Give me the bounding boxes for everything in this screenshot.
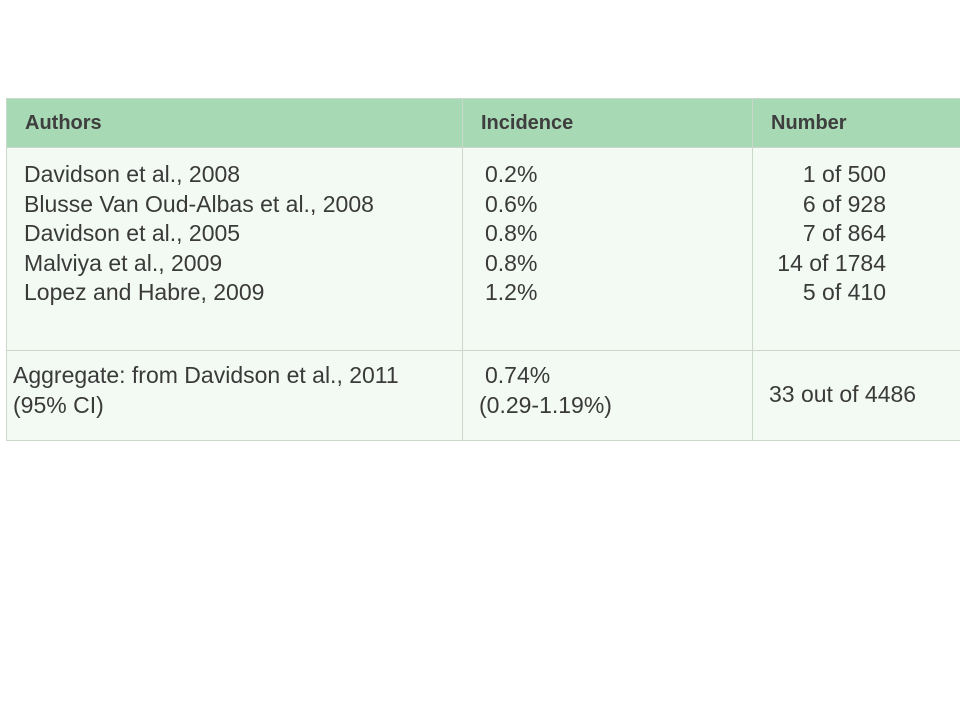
header-incidence: Incidence xyxy=(462,98,753,148)
studies-row: Davidson et al., 2008 Blusse Van Oud-Alb… xyxy=(6,147,960,351)
studies-authors-cell: Davidson et al., 2008 Blusse Van Oud-Alb… xyxy=(6,147,463,351)
studies-incidence-cell: 0.2% 0.6% 0.8% 0.8% 1.2% xyxy=(462,147,753,351)
aggregate-authors-line2: (95% CI) xyxy=(13,391,104,418)
aggregate-row: Aggregate: from Davidson et al., 2011 (9… xyxy=(6,350,960,441)
study-number: 14 of 1784 xyxy=(777,249,886,276)
study-incidence: 0.2% xyxy=(485,161,538,187)
study-incidence: 0.8% xyxy=(485,220,538,246)
study-author: Davidson et al., 2008 xyxy=(24,161,241,187)
table-header: Authors Incidence Number xyxy=(6,98,960,148)
study-incidence: 0.8% xyxy=(485,249,538,276)
aggregate-authors-cell: Aggregate: from Davidson et al., 2011 (9… xyxy=(6,350,463,441)
study-incidence: 1.2% xyxy=(485,279,538,305)
aggregate-incidence-cell: 0.74% (0.29-1.19%) xyxy=(462,350,753,441)
study-number: 5 of 410 xyxy=(802,279,886,305)
aggregate-incidence-ci: (0.29-1.19%) xyxy=(479,391,612,418)
incidence-table: Authors Incidence Number Davidson et al.… xyxy=(6,98,960,441)
study-author: Lopez and Habre, 2009 xyxy=(24,279,265,305)
study-incidence: 0.6% xyxy=(485,190,538,217)
study-author: Blusse Van Oud-Albas et al., 2008 xyxy=(24,190,374,217)
aggregate-authors-line1: Aggregate: from Davidson et al., 2011 xyxy=(13,362,399,388)
studies-number-cell: 1 of 500 6 of 928 7 of 864 14 of 1784 5 … xyxy=(752,147,960,351)
aggregate-incidence-value: 0.74% xyxy=(485,362,551,388)
study-author: Davidson et al., 2005 xyxy=(24,220,241,246)
header-row: Authors Incidence Number xyxy=(6,98,960,148)
header-authors: Authors xyxy=(6,98,463,148)
header-number: Number xyxy=(752,98,960,148)
study-number: 1 of 500 xyxy=(802,161,886,187)
study-author: Malviya et al., 2009 xyxy=(24,249,223,276)
study-number: 6 of 928 xyxy=(802,190,886,217)
study-number: 7 of 864 xyxy=(802,220,886,246)
table-body: Davidson et al., 2008 Blusse Van Oud-Alb… xyxy=(6,147,960,441)
aggregate-number: 33 out of 4486 xyxy=(769,380,917,407)
aggregate-number-cell: 33 out of 4486 xyxy=(752,350,960,441)
